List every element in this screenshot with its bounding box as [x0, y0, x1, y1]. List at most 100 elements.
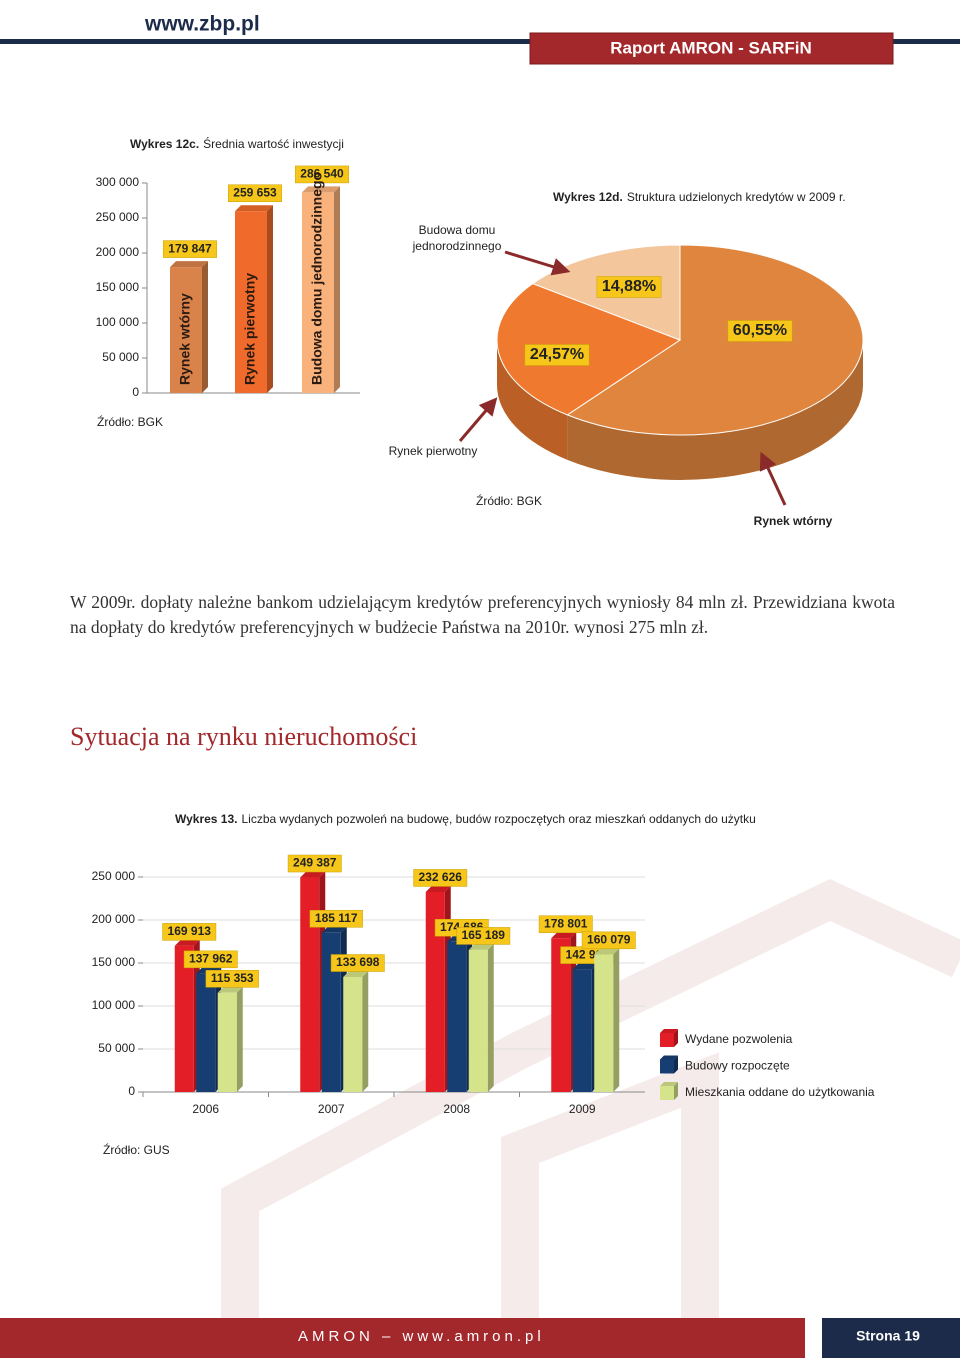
- y-tick-label: 250 000: [92, 869, 136, 883]
- bar-top: [468, 943, 494, 950]
- legend-side: [674, 1082, 678, 1100]
- value-label: 14,88%: [602, 278, 656, 295]
- value-label-box: [413, 869, 468, 887]
- value-label: 24,57%: [530, 346, 584, 363]
- source: Źródło: BGK: [97, 414, 163, 429]
- watermark: [221, 878, 960, 1358]
- value-label-box: [538, 915, 593, 933]
- value-label-box: [524, 344, 590, 366]
- legend-swatch: [660, 1059, 674, 1074]
- value-label-box: [309, 910, 363, 928]
- y-tick-label: 150 000: [96, 280, 140, 294]
- value-label: 249 387: [293, 856, 337, 870]
- y-tick-label: 250 000: [96, 210, 140, 224]
- bar-top: [170, 261, 208, 268]
- value-label-box: [330, 954, 385, 972]
- chart-title-text: Liczba wydanych pozwoleń na budowę, budó…: [242, 812, 756, 826]
- value-label: 259 653: [233, 185, 277, 199]
- bar: [235, 211, 267, 393]
- value-label: 185 117: [315, 911, 358, 925]
- value-label: 137 962: [189, 952, 233, 966]
- bar-side: [613, 948, 620, 1092]
- value-label: 160 079: [587, 933, 631, 947]
- pie-side: [497, 340, 568, 460]
- y-tick-label: 150 000: [92, 955, 136, 969]
- legend-top: [660, 1029, 678, 1033]
- bar-top: [235, 205, 273, 212]
- bar-top: [302, 186, 340, 193]
- chart-title-text: Średnia wartość inwestycji: [203, 136, 344, 151]
- chart-label: Wykres 12c.: [130, 137, 199, 151]
- pointer-arrow: [504, 250, 571, 276]
- legend-top: [660, 1055, 678, 1060]
- legend-swatch: [660, 1033, 674, 1047]
- value-label: 169 913: [168, 924, 212, 938]
- value-label: 179 847: [168, 241, 212, 255]
- bar-top: [594, 948, 620, 955]
- category-label: Rynek wtórny: [753, 514, 833, 528]
- x-tick-label: 2007: [318, 1102, 345, 1116]
- y-tick-label: 50 000: [102, 350, 139, 364]
- value-label-box: [228, 184, 282, 202]
- legend-side: [674, 1055, 678, 1074]
- pointer-arrow: [759, 451, 787, 506]
- pointer-arrow: [458, 397, 498, 442]
- category-label: Rynek wtórny: [177, 293, 193, 385]
- section-heading: Sytuacja na rynku nieruchomości: [70, 722, 418, 751]
- bar: [321, 932, 341, 1092]
- chart-title: Wykres 12d. Struktura udzielonych kredytó…: [553, 190, 846, 204]
- legend-label: Mieszkania oddane do użytkowania: [685, 1085, 875, 1099]
- value-label-box: [163, 240, 217, 258]
- value-label: 178 801: [544, 916, 588, 930]
- y-tick-label: 0: [128, 1084, 135, 1098]
- footer-site: AMRON – www.amron.pl: [298, 1328, 545, 1345]
- category-label: Budowa domu jednorodzinnego: [412, 223, 502, 253]
- bar: [572, 969, 592, 1092]
- y-tick-label: 0: [132, 385, 139, 399]
- value-label-box: [456, 927, 511, 945]
- legend-label: Wydane pozwolenia: [685, 1032, 793, 1046]
- value-label: 115 353: [211, 971, 254, 985]
- category-label: Rynek pierwotny: [388, 444, 478, 458]
- value-label: 286 540: [300, 167, 344, 181]
- bar-top: [425, 885, 451, 892]
- header-rule: [0, 39, 960, 44]
- legend-side: [674, 1029, 678, 1047]
- chart-title: Wykres 13. Liczba wydanych pozwoleń na bu…: [175, 812, 756, 826]
- bar-side: [202, 261, 208, 393]
- y-tick-label: 50 000: [98, 1041, 135, 1055]
- y-tick-label: 200 000: [92, 912, 136, 926]
- value-label: 232 626: [419, 870, 463, 884]
- bar-side: [334, 186, 340, 393]
- category-label: Rynek pierwotny: [242, 273, 258, 385]
- legend-swatch: [660, 1086, 674, 1100]
- chart-title: Wykres 12c. Średnia wartość inwestycji: [130, 136, 344, 151]
- bar: [594, 954, 614, 1092]
- y-tick-label: 100 000: [92, 998, 136, 1012]
- bar-top: [217, 986, 243, 993]
- bar-top: [572, 963, 598, 970]
- bar: [468, 949, 488, 1092]
- footer-band: [0, 1318, 805, 1358]
- source: Źródło: GUS: [103, 1142, 170, 1157]
- bar: [300, 877, 320, 1092]
- value-label: 133 698: [336, 955, 380, 969]
- bar-top: [321, 926, 347, 933]
- bar: [196, 973, 216, 1092]
- x-tick-label: 2009: [569, 1102, 596, 1116]
- value-label: 165 189: [462, 928, 506, 942]
- x-tick-label: 2008: [443, 1102, 470, 1116]
- bar-side: [362, 971, 369, 1092]
- chart-label: Wykres 12d.: [553, 190, 623, 204]
- bar-top: [174, 939, 200, 946]
- x-tick-label: 2006: [192, 1102, 219, 1116]
- value-label-box: [295, 165, 349, 184]
- pie-side: [567, 340, 863, 481]
- bar: [174, 945, 194, 1092]
- bar-side: [487, 943, 494, 1092]
- bar: [551, 938, 571, 1092]
- chart-label: Wykres 13.: [175, 812, 238, 826]
- bar: [447, 941, 467, 1092]
